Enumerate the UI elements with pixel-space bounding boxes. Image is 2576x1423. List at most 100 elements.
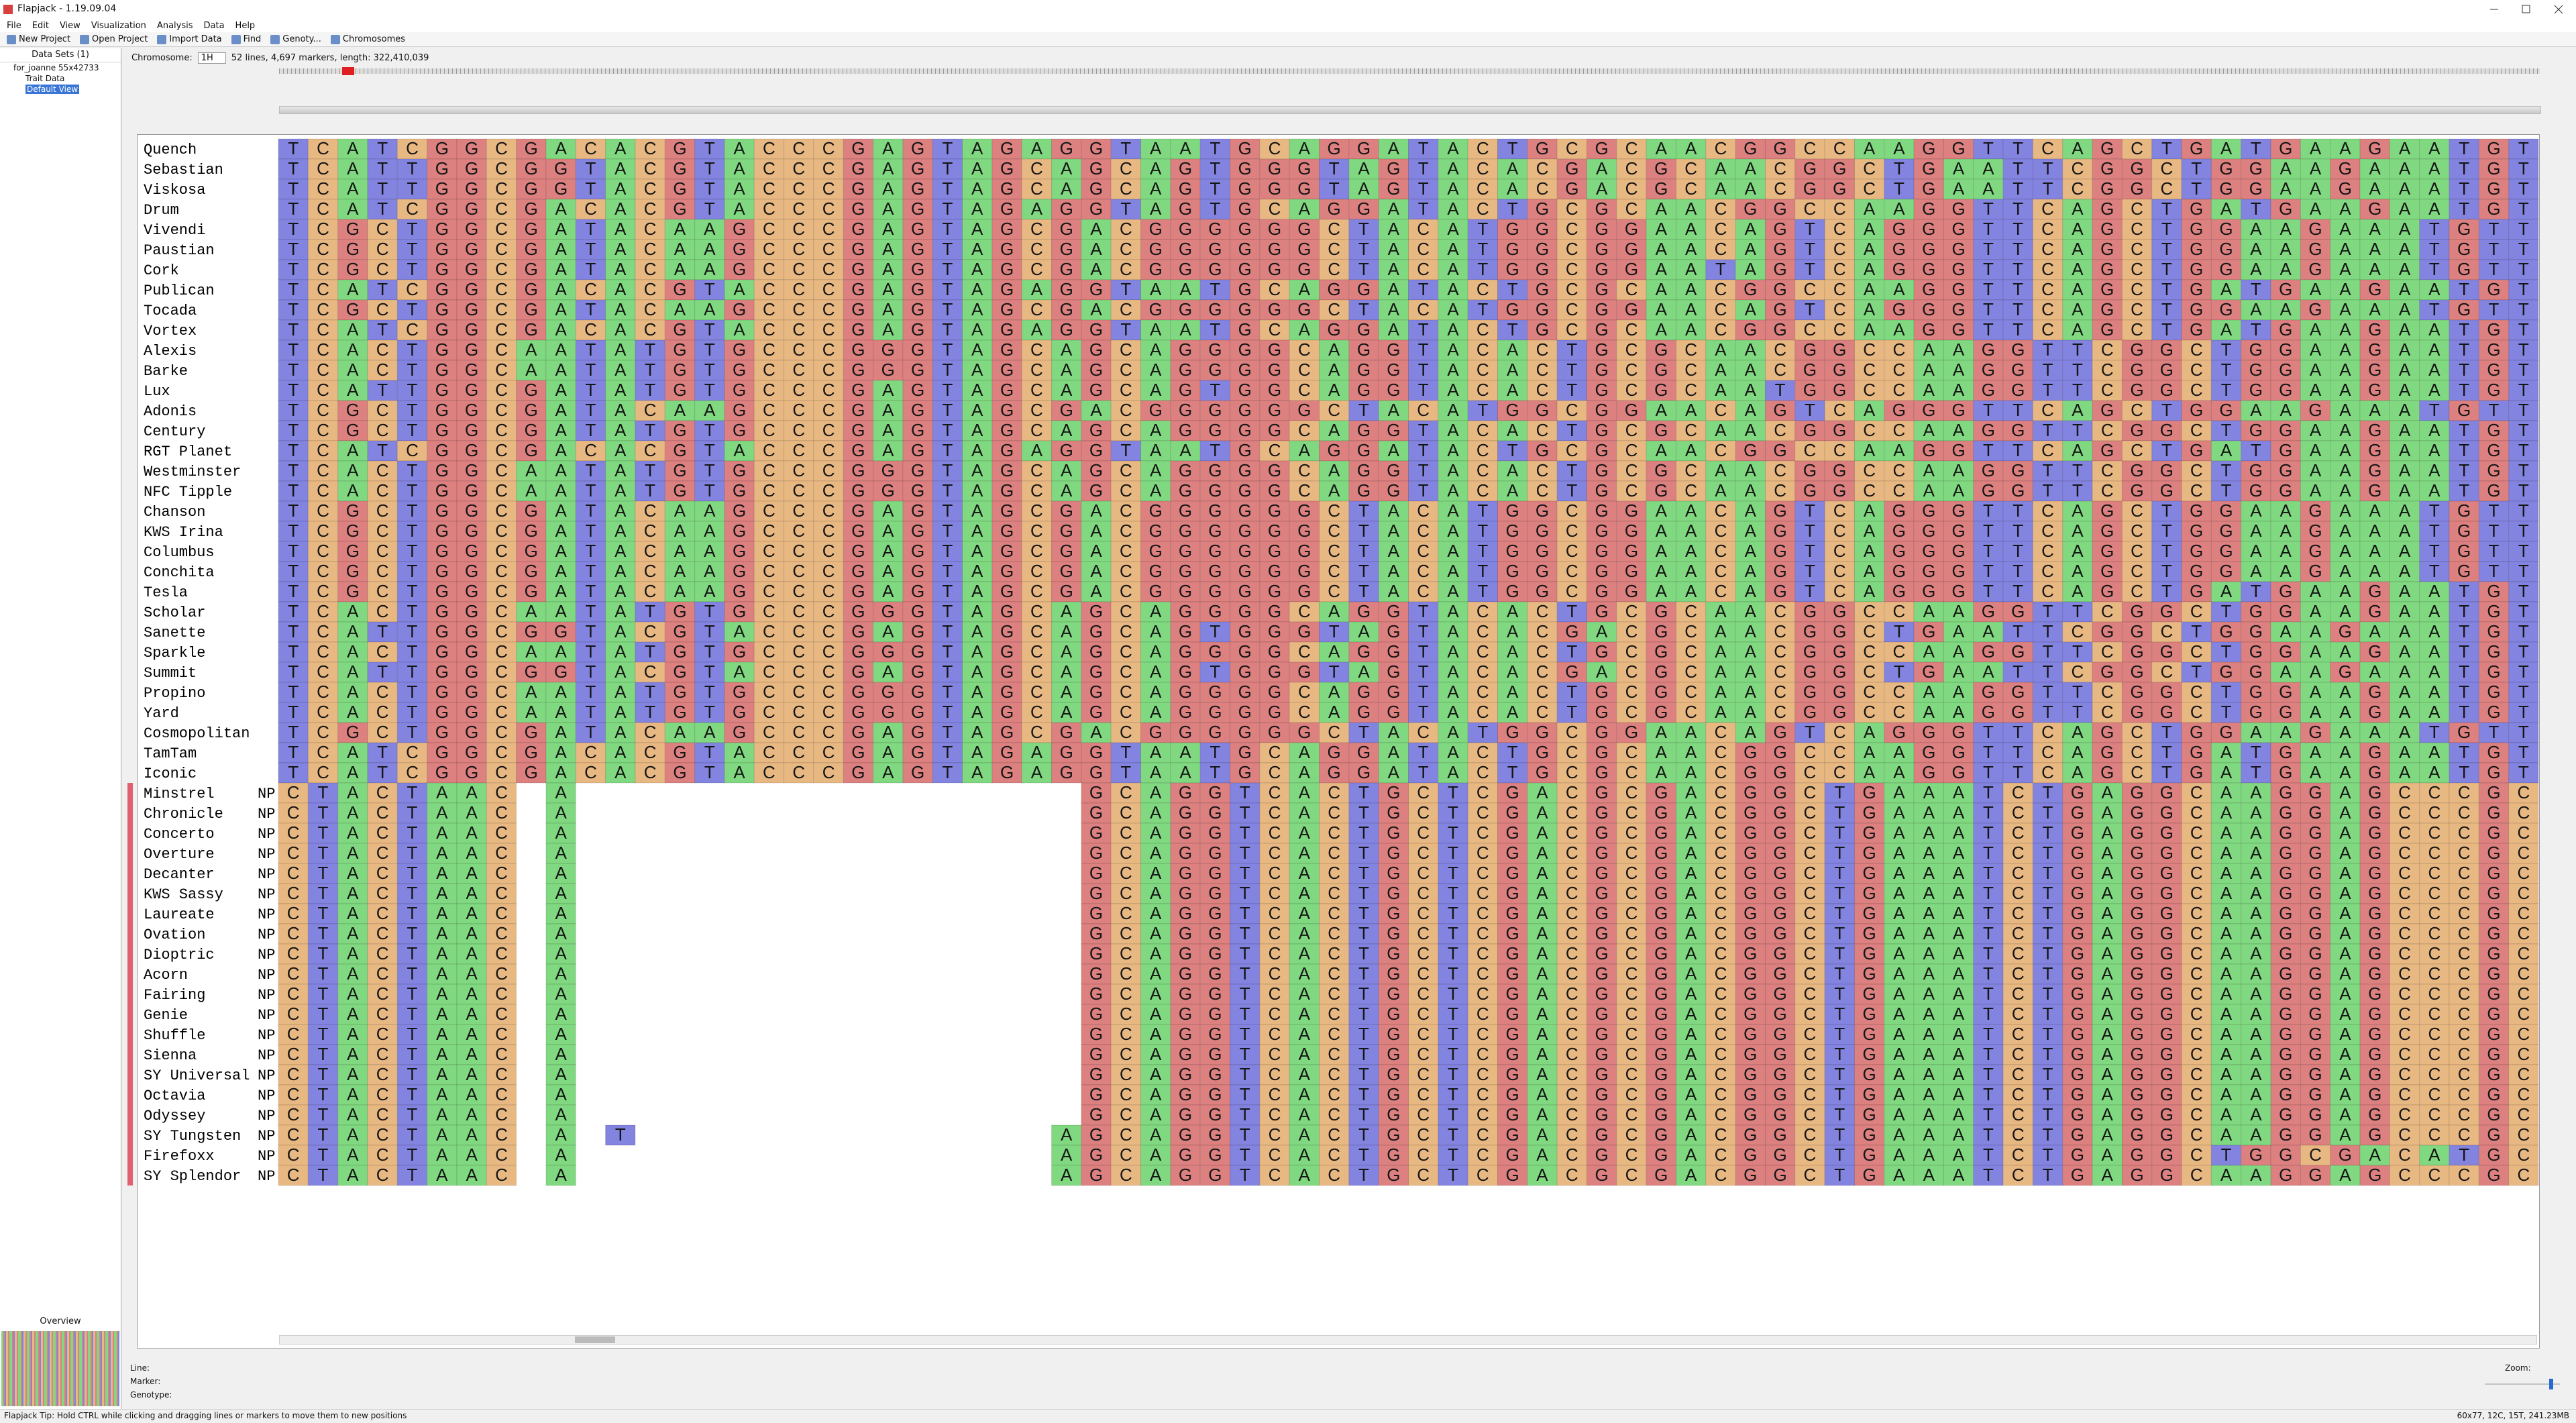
menu-item[interactable]: Analysis bbox=[156, 20, 193, 31]
genotype-call: A bbox=[1685, 722, 1697, 742]
genotype-call: G bbox=[1179, 782, 1192, 802]
genotype-call: C bbox=[1625, 662, 1638, 682]
genotype-call: G bbox=[1357, 682, 1371, 702]
genotype-call: C bbox=[1625, 762, 1638, 782]
toolbar-button[interactable]: Find bbox=[231, 34, 261, 44]
genotype-grid[interactable]: Quench T C A T C G G C G A C A C G T A C C C G A G T A G A G G T A A T G C… bbox=[125, 134, 2540, 1342]
overview-image[interactable] bbox=[1, 1331, 119, 1406]
genotype-cell bbox=[1527, 138, 1558, 160]
toolbar-button[interactable]: Import Data bbox=[157, 34, 222, 44]
genotype-call: G bbox=[2130, 641, 2143, 662]
genotype-call: G bbox=[733, 722, 746, 742]
toolbar-button[interactable]: Open Project bbox=[79, 34, 148, 44]
genotype-call: A bbox=[1507, 662, 1519, 682]
line-name: Westminster bbox=[144, 464, 241, 480]
genotype-call: A bbox=[1745, 259, 1757, 279]
tree-item[interactable]: Trait Data bbox=[25, 74, 65, 83]
genotype-call: C bbox=[495, 138, 508, 158]
genotype-call: T bbox=[407, 621, 418, 641]
menu-item[interactable]: Edit bbox=[32, 20, 49, 31]
genotype-call: T bbox=[1120, 138, 1131, 158]
ruler-window[interactable] bbox=[342, 67, 354, 75]
toolbar-button[interactable]: Chromosomes bbox=[330, 34, 405, 44]
genotype-cell bbox=[873, 199, 904, 220]
genotype-call: C bbox=[2190, 641, 2203, 662]
genotype-call: C bbox=[822, 400, 835, 420]
genotype-call: A bbox=[733, 279, 745, 299]
tree-item[interactable]: Default View bbox=[25, 85, 80, 94]
genotype-call: G bbox=[673, 199, 686, 219]
chromosome-ruler[interactable] bbox=[279, 68, 2540, 74]
window-controls[interactable] bbox=[2482, 3, 2573, 16]
genotype-call: C bbox=[1684, 360, 1697, 380]
genotype-call: C bbox=[763, 541, 775, 561]
genotype-call: A bbox=[614, 440, 627, 460]
genotype-call: A bbox=[733, 762, 745, 782]
menu-item[interactable]: File bbox=[7, 20, 21, 31]
genotype-call: A bbox=[2339, 682, 2351, 702]
menu-item[interactable]: View bbox=[59, 20, 80, 31]
genotype-call: A bbox=[1656, 138, 1668, 158]
menu-item[interactable]: Help bbox=[235, 20, 256, 31]
genotype-call: A bbox=[1923, 460, 1935, 480]
genotype-call: A bbox=[1061, 682, 1073, 702]
genotype-call: G bbox=[435, 259, 449, 279]
genotype-cell bbox=[664, 178, 696, 200]
genotype-call: A bbox=[1507, 158, 1519, 178]
genotype-call: A bbox=[971, 440, 983, 460]
genotype-call: A bbox=[2220, 581, 2233, 601]
genotype-call: A bbox=[1388, 500, 1400, 521]
genotype-call: G bbox=[1506, 782, 1519, 802]
genotype-call: G bbox=[1179, 702, 1192, 722]
genotype-cell bbox=[2241, 158, 2271, 180]
genotype-call: T bbox=[288, 259, 299, 279]
genotype-call: G bbox=[2457, 521, 2471, 541]
genotype-call: A bbox=[1982, 662, 1994, 682]
genotype-call: T bbox=[645, 702, 655, 722]
genotype-call: A bbox=[1328, 360, 1340, 380]
tree-item[interactable]: for_joanne 55x42733 bbox=[13, 63, 99, 72]
genotype-call: C bbox=[1477, 279, 1489, 299]
genotype-call: T bbox=[586, 480, 596, 500]
genotype-call: G bbox=[346, 219, 360, 239]
genotype-call: A bbox=[1507, 621, 1519, 641]
menu-item[interactable]: Visualization bbox=[91, 20, 146, 31]
genotype-call: C bbox=[495, 178, 508, 199]
genotype-call: G bbox=[1089, 601, 1103, 621]
genotype-call: G bbox=[465, 601, 478, 621]
genotype-call: A bbox=[2310, 138, 2322, 158]
genotype-call: A bbox=[555, 219, 567, 239]
genotype-call: G bbox=[1179, 259, 1192, 279]
genotype-call: C bbox=[1030, 460, 1043, 480]
genotype-call: T bbox=[377, 279, 388, 299]
genotype-call: T bbox=[1983, 319, 1994, 339]
chromosome-select[interactable]: 1H bbox=[197, 52, 226, 64]
genotype-call: C bbox=[317, 641, 329, 662]
genotype-call: A bbox=[2428, 641, 2440, 662]
zoom-ruler[interactable] bbox=[279, 106, 2541, 114]
genotype-call: T bbox=[2251, 138, 2261, 158]
genotype-call: C bbox=[1625, 158, 1638, 178]
genotype-call: C bbox=[763, 138, 775, 158]
genotype-call: A bbox=[1953, 641, 1965, 662]
genotype-cell bbox=[2359, 138, 2390, 160]
genotype-cell bbox=[635, 178, 665, 200]
genotype-call: T bbox=[1507, 199, 1518, 219]
genotype-call: A bbox=[1061, 662, 1073, 682]
genotype-call: G bbox=[1357, 702, 1371, 722]
genotype-call: T bbox=[704, 641, 715, 662]
genotype-call: T bbox=[2459, 380, 2469, 400]
genotype-call: A bbox=[614, 742, 627, 762]
genotype-call: A bbox=[2072, 400, 2084, 420]
genotype-call: C bbox=[317, 319, 329, 339]
toolbar-button[interactable]: New Project bbox=[7, 34, 70, 44]
genotype-call: G bbox=[2279, 641, 2292, 662]
genotype-call: C bbox=[1120, 259, 1132, 279]
genotype-call: C bbox=[1536, 339, 1549, 360]
menu-item[interactable]: Data bbox=[203, 20, 225, 31]
genotype-call: A bbox=[1447, 400, 1459, 420]
genotype-call: C bbox=[406, 279, 419, 299]
genotype-call: C bbox=[1893, 682, 1906, 702]
toolbar-button[interactable]: Genoty... bbox=[270, 34, 321, 44]
genotype-call: G bbox=[346, 239, 360, 259]
